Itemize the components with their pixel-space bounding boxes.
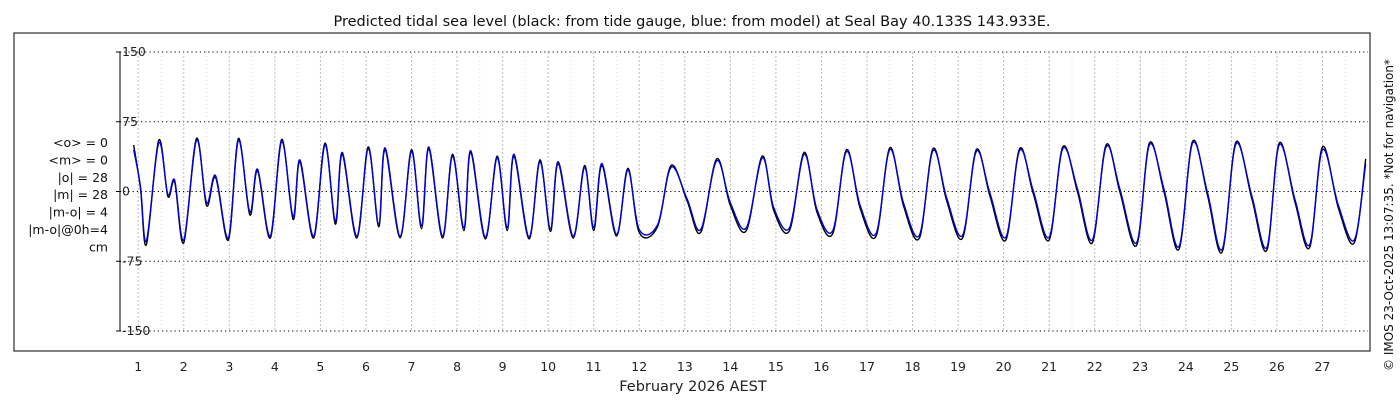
x-tick-label: 19: [950, 359, 966, 374]
x-tick-label: 21: [1041, 359, 1057, 374]
stat-line: <m> = 0: [49, 152, 109, 167]
x-tick-label: 14: [722, 359, 738, 374]
x-tick-label: 23: [1132, 359, 1148, 374]
stats-panel: <o> = 0 <m> = 0 |o| = 28 |m| = 28 |m-o| = 4 |…: [28, 135, 108, 254]
series-lines: [133, 137, 1367, 254]
stat-line: |m-o| = 4: [49, 205, 108, 220]
stat-line: |m-o|@0h=4: [28, 222, 108, 237]
x-tick-label: 7: [408, 359, 416, 374]
stat-line: cm: [89, 239, 108, 254]
x-axis: 1 2 3 4 5 6 7 8 9 10 11 12 13 14 15 16 17 18 19 20 21 22 23 24 2…: [134, 359, 1330, 374]
y-tick-label: 75: [122, 114, 138, 129]
y-axis: 150 75 0 -75 -150: [116, 44, 150, 338]
x-tick-label: 3: [225, 359, 233, 374]
x-tick-label: 8: [453, 359, 461, 374]
x-tick-label: 16: [813, 359, 829, 374]
x-tick-label: 9: [499, 359, 507, 374]
stat-line: <o> = 0: [53, 135, 108, 150]
y-tick-label: -150: [122, 323, 150, 338]
outer-frame: [13, 32, 1371, 352]
x-tick-label: 2: [180, 359, 188, 374]
x-tick-label: 17: [859, 359, 875, 374]
x-tick-label: 11: [586, 359, 602, 374]
series-line-model: [133, 139, 1367, 251]
y-tick-label: 150: [122, 44, 146, 59]
x-tick-label: 24: [1178, 359, 1194, 374]
x-tick-label: 12: [631, 359, 647, 374]
x-tick-label: 25: [1223, 359, 1239, 374]
grid: [120, 51, 1368, 332]
y-tick-label: -75: [122, 253, 142, 268]
x-tick-label: 10: [540, 359, 556, 374]
x-tick-label: 6: [362, 359, 370, 374]
y-tick-label: 0: [122, 184, 130, 199]
credit-text: © IMOS 23-Oct-2025 13:07:35. *Not for na…: [1382, 59, 1396, 371]
x-tick-label: 27: [1314, 359, 1330, 374]
x-axis-label: February 2026 AEST: [619, 379, 767, 395]
chart-title: Predicted tidal sea level (black: from t…: [334, 14, 1051, 30]
x-tick-label: 5: [316, 359, 324, 374]
stat-line: |o| = 28: [58, 170, 108, 185]
x-tick-label: 20: [996, 359, 1012, 374]
x-tick-label: 18: [905, 359, 921, 374]
x-tick-label: 4: [271, 359, 279, 374]
x-tick-label: 1: [134, 359, 142, 374]
x-tick-label: 26: [1269, 359, 1285, 374]
x-tick-label: 15: [768, 359, 784, 374]
stat-line: |m| = 28: [53, 187, 108, 202]
x-tick-label: 22: [1087, 359, 1103, 374]
x-tick-label: 13: [677, 359, 693, 374]
